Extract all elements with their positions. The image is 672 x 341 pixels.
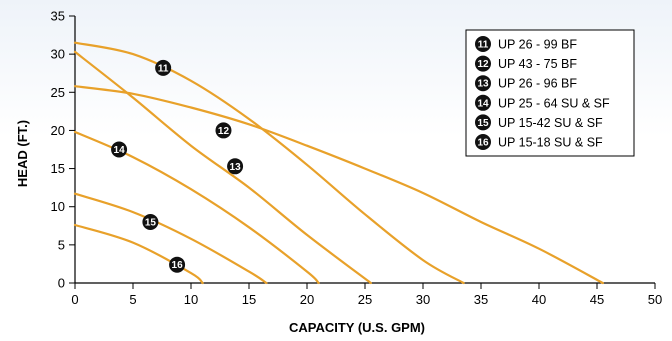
series-line-13 — [73, 50, 372, 285]
y-tick-label: 10 — [51, 199, 65, 214]
legend-marker-label-16: 16 — [477, 138, 489, 149]
axes: 0 5 10 15 20 25 30 35 0 5 10 15 20 25 30 35 40 45 50 — [51, 9, 663, 308]
legend: 11 UP 26 - 99 BF 12 UP 43 - 75 BF 13 UP 26 - … — [465, 29, 635, 157]
y-tick-label: 15 — [51, 161, 65, 176]
y-tick-label: 30 — [51, 47, 65, 62]
x-tick-label: 45 — [590, 292, 604, 307]
series-marker-label-13: 13 — [230, 162, 242, 173]
series-marker-label-16: 16 — [172, 260, 184, 271]
legend-marker-label-13: 13 — [477, 79, 489, 90]
series-line-14 — [73, 130, 320, 285]
x-tick-label: 20 — [300, 292, 314, 307]
legend-marker-14 — [475, 94, 491, 111]
legend-marker-label-14: 14 — [477, 98, 489, 109]
legend-entry-16: UP 15-18 SU & SF — [498, 136, 603, 150]
series-marker-label-12: 12 — [218, 126, 230, 137]
legend-marker-13 — [475, 75, 491, 92]
series-markers: 11 12 13 14 15 16 — [111, 59, 244, 273]
series-marker-11 — [155, 59, 172, 76]
legend-marker-15 — [475, 114, 491, 131]
series-marker-label-15: 15 — [145, 217, 157, 228]
x-tick-label: 10 — [184, 292, 198, 307]
series-marker-13 — [227, 158, 244, 175]
series-marker-label-11: 11 — [158, 63, 169, 74]
x-tick-label: 25 — [358, 292, 372, 307]
series-line-12 — [73, 85, 604, 285]
legend-marker-label-11: 11 — [478, 40, 489, 51]
x-tick-label: 35 — [474, 292, 488, 307]
series-lines — [73, 41, 604, 285]
legend-marker-label-15: 15 — [477, 118, 489, 129]
y-tick-label: 25 — [51, 85, 65, 100]
legend-entry-13: UP 26 - 96 BF — [498, 77, 577, 91]
x-tick-label: 0 — [71, 292, 78, 307]
legend-entry-11: UP 26 - 99 BF — [498, 38, 577, 52]
x-tick-label: 40 — [532, 292, 546, 307]
y-tick-label: 0 — [58, 276, 65, 291]
x-tick-label: 50 — [648, 292, 662, 307]
x-tick-label: 5 — [129, 292, 136, 307]
series-marker-label-14: 14 — [114, 145, 126, 156]
series-line-11 — [73, 41, 465, 285]
y-tick-label: 20 — [51, 123, 65, 138]
series-line-15 — [73, 192, 268, 285]
legend-entry-15: UP 15-42 SU & SF — [498, 116, 603, 130]
series-marker-12 — [215, 122, 232, 139]
legend-entry-14: UP 25 - 64 SU & SF — [498, 96, 610, 110]
legend-marker-12 — [475, 55, 491, 72]
y-tick-label: 5 — [58, 237, 65, 252]
legend-marker-16 — [475, 134, 491, 150]
x-axis-title: CAPACITY (U.S. GPM) — [289, 320, 425, 335]
y-axis-title: HEAD (FT.) — [15, 120, 30, 187]
x-tick-label: 30 — [416, 292, 430, 307]
series-line-16 — [73, 223, 204, 285]
legend-marker-label-12: 12 — [477, 59, 489, 70]
series-marker-15 — [142, 213, 159, 230]
series-marker-16 — [169, 256, 186, 273]
y-tick-label: 35 — [51, 9, 65, 24]
x-tick-label: 15 — [242, 292, 256, 307]
legend-entry-12: UP 43 - 75 BF — [498, 57, 577, 71]
legend-box — [465, 29, 635, 157]
legend-marker-11 — [475, 36, 491, 52]
series-marker-14 — [111, 141, 128, 158]
